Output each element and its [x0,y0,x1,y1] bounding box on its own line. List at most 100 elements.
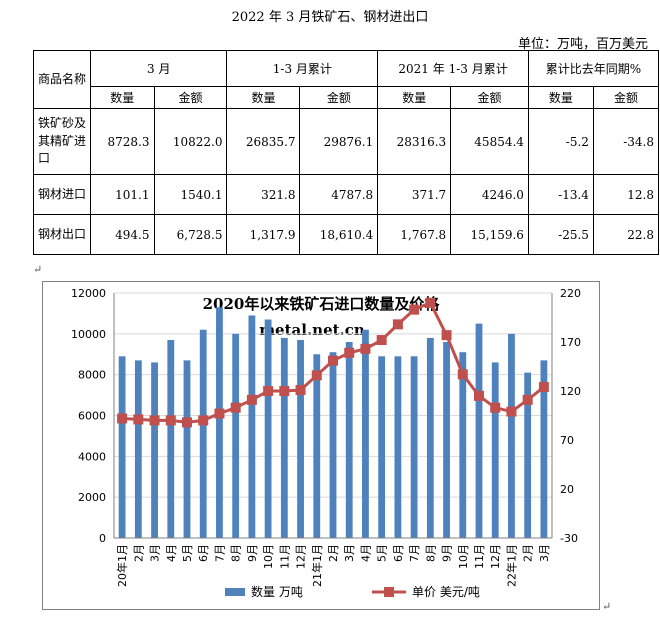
price-marker [117,413,128,424]
left-tick-label: 10000 [71,328,106,341]
table-cell: 4787.8 [299,174,379,215]
x-tick-label: 8月 [424,544,437,562]
quantity-bar [248,315,256,538]
x-tick-label: 7月 [213,544,226,562]
price-marker [230,402,241,413]
table-cell: 6,728.5 [153,214,228,255]
price-marker [311,370,322,381]
table-cell: 29876.1 [299,108,379,175]
x-tick-label: 6月 [197,544,210,562]
quantity-bar [151,362,158,538]
price-marker [474,390,484,401]
quantity-bar [508,333,515,538]
table-cell: 4246.0 [450,174,529,215]
x-tick-label: 10月 [457,544,470,569]
quantity-bar [264,319,272,538]
unit-label: 单位：万吨，百万美元 [517,37,648,52]
x-tick-label: 5月 [376,544,389,562]
quantity-bar [426,337,434,538]
table-title: 2022 年 3 月铁矿石、钢材进出口 [231,10,429,25]
price-marker [538,382,549,393]
x-tick-label: 7月 [408,544,421,562]
table-cell: -25.5 [527,214,594,255]
chart-watermark: metal.net.cn [259,321,365,339]
table-cell: -13.4 [527,174,594,215]
x-tick-label: 9月 [246,544,259,562]
quantity-bar [297,339,304,538]
x-tick-label: 4月 [359,544,372,562]
table-cell: 28316.3 [377,108,452,175]
x-tick-label: 3月 [538,544,551,562]
x-tick-label: 3月 [343,544,356,562]
x-tick-label: 3月 [149,544,162,562]
quantity-bar [362,329,369,538]
quantity-bar [345,342,353,538]
quantity-bar [475,323,483,538]
price-marker [376,335,387,346]
table-cell: -34.8 [592,108,660,175]
table-cell: 26835.7 [226,108,301,175]
price-marker [198,415,209,426]
quantity-bar [118,356,126,538]
table-cell: 1,317.9 [226,214,301,255]
x-tick-label: 12月 [489,544,502,569]
left-tick-label: 12000 [71,287,106,300]
price-marker [165,415,176,426]
x-tick-label: 11月 [473,544,486,569]
price-marker [457,369,468,380]
group-header-ytd: 1-3 月累计 [226,50,379,87]
quantity-bar [167,339,175,538]
legend-label-quantity: 数量 万吨 [251,584,303,599]
price-marker [392,319,403,330]
right-tick-label: -30 [560,532,578,545]
quantity-bar [134,360,142,538]
x-tick-label: 22年1月 [504,544,518,587]
x-tick-label: 2月 [522,544,535,562]
price-marker [490,402,501,413]
x-tick-label: 2月 [132,544,145,562]
chart-container: 2020年以来铁矿石进口数量及价格 metal.net.cn 0 2000 4000… [42,281,600,610]
x-tick-label: 2月 [327,544,340,562]
left-tick-label: 8000 [78,369,106,382]
price-marker [149,415,160,426]
price-marker [133,414,144,425]
legend-label-price: 单价 美元/吨 [412,585,480,599]
x-tick-label: 20年1月 [115,544,129,587]
table-cell: 8728.3 [90,108,155,175]
chart-title: 2020年以来铁矿石进口数量及价格 [203,295,441,313]
price-marker [409,304,420,315]
table-row: 铁矿砂及其精矿进口 8728.3 10822.0 26835.7 29876.1… [33,108,660,175]
price-marker [246,394,257,405]
price-marker [344,347,355,358]
group-header-change: 累计比去年同期% [527,50,660,87]
quantity-bar [459,352,467,538]
table-cell: 1,767.8 [377,214,452,255]
price-marker [182,417,192,428]
quantity-bar [216,307,223,538]
legend-swatch-quantity [225,588,245,596]
subheader: 数量 [527,86,594,109]
table-cell: 45854.4 [450,108,529,175]
subheader: 数量 [377,86,452,109]
group-header-march: 3 月 [89,50,228,87]
table-cell: 18,610.4 [299,214,379,255]
table-cell: 101.1 [90,174,155,215]
legend-marker-price [384,587,394,597]
price-marker [360,343,371,354]
right-tick-label: 70 [560,434,574,447]
paragraph-mark: ↵ [33,263,43,276]
table-cell: 10822.0 [153,108,228,175]
price-marker [425,297,436,308]
left-tick-label: 0 [99,532,106,545]
subheader: 金额 [153,86,228,109]
row-name: 铁矿砂及其精矿进口 [33,108,91,175]
x-tick-label: 11月 [278,544,291,569]
x-tick-label: 8月 [230,544,243,562]
x-tick-label: 12月 [295,544,308,569]
right-tick-label: 220 [560,287,581,300]
quantity-bar [199,329,207,538]
quantity-bar [394,356,402,538]
quantity-bar [329,352,337,538]
x-tick-label: 10月 [262,544,275,569]
table-row: 钢材进口 101.1 1540.1 321.8 4787.8 371.7 424… [33,174,660,215]
